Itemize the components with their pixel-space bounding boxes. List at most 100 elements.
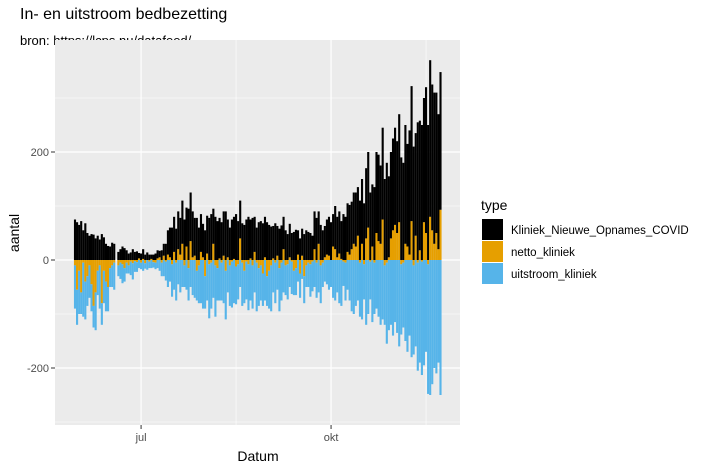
bar-kliniek-nieuwe-opnames — [210, 214, 213, 260]
bar-netto-kliniek — [408, 254, 411, 260]
bar-uitstroom-kliniek — [187, 268, 190, 301]
bar-uitstroom-kliniek — [204, 276, 207, 309]
bar-uitstroom-kliniek — [197, 265, 200, 304]
bar-netto-kliniek — [237, 260, 240, 265]
bar-netto-kliniek — [268, 260, 271, 271]
bar-uitstroom-kliniek — [261, 273, 264, 306]
bar-uitstroom-kliniek — [356, 260, 359, 301]
bar-netto-kliniek — [257, 260, 260, 269]
bar-netto-kliniek — [210, 260, 213, 263]
bar-kliniek-nieuwe-opnames — [230, 219, 233, 260]
bar-kliniek-nieuwe-opnames — [220, 222, 223, 260]
bar-kliniek-nieuwe-opnames — [96, 235, 99, 260]
bar-kliniek-nieuwe-opnames — [104, 243, 108, 260]
bar-uitstroom-kliniek — [226, 260, 229, 293]
bar-kliniek-nieuwe-opnames — [303, 234, 306, 260]
bar-kliniek-nieuwe-opnames — [146, 252, 149, 260]
bar-netto-kliniek — [429, 216, 432, 260]
bar-netto-kliniek — [398, 222, 401, 260]
bar-uitstroom-kliniek — [73, 265, 77, 309]
bar-netto-kliniek — [416, 260, 419, 263]
bar-netto-kliniek — [270, 260, 273, 266]
bar-uitstroom-kliniek — [412, 265, 415, 355]
bar-netto-kliniek — [307, 260, 310, 263]
bar-uitstroom-kliniek — [354, 260, 357, 306]
bar-uitstroom-kliniek — [193, 260, 196, 298]
bar-uitstroom-kliniek — [179, 260, 182, 293]
bar-kliniek-nieuwe-opnames — [437, 114, 440, 250]
bar-uitstroom-kliniek — [330, 260, 333, 287]
bar-uitstroom-kliniek — [216, 268, 219, 301]
bar-uitstroom-kliniek — [243, 270, 246, 304]
bar-netto-kliniek — [427, 260, 430, 265]
bar-uitstroom-kliniek — [325, 260, 328, 285]
bar-netto-kliniek — [315, 260, 318, 263]
bar-uitstroom-kliniek — [338, 260, 341, 304]
bar-netto-kliniek — [404, 243, 407, 260]
bar-uitstroom-kliniek — [389, 260, 393, 325]
bar-netto-kliniek — [123, 260, 126, 269]
bar-netto-kliniek — [272, 258, 275, 260]
bar-uitstroom-kliniek — [239, 260, 242, 287]
bar-uitstroom-kliniek — [191, 260, 194, 296]
bar-kliniek-nieuwe-opnames — [131, 249, 134, 260]
bar-kliniek-nieuwe-opnames — [253, 216, 256, 252]
bar-kliniek-nieuwe-opnames — [385, 162, 388, 260]
bar-netto-kliniek — [166, 254, 169, 260]
bar-uitstroom-kliniek — [121, 264, 124, 284]
bar-uitstroom-kliniek — [394, 260, 397, 323]
bar-uitstroom-kliniek — [278, 268, 281, 312]
bar-kliniek-nieuwe-opnames — [185, 207, 188, 247]
bar-kliniek-nieuwe-opnames — [379, 165, 382, 244]
bar-kliniek-nieuwe-opnames — [338, 211, 341, 254]
bar-netto-kliniek — [350, 249, 353, 260]
bar-netto-kliniek — [195, 260, 198, 271]
bar-netto-kliniek — [431, 230, 434, 260]
bar-kliniek-nieuwe-opnames — [317, 211, 320, 244]
bar-uitstroom-kliniek — [247, 264, 250, 311]
bar-netto-kliniek — [76, 260, 79, 290]
bar-netto-kliniek — [284, 260, 287, 266]
bar-uitstroom-kliniek — [379, 260, 382, 325]
bar-kliniek-nieuwe-opnames — [106, 245, 110, 260]
bar-kliniek-nieuwe-opnames — [237, 221, 240, 260]
bar-netto-kliniek — [235, 260, 238, 267]
bar-netto-kliniek — [321, 260, 324, 263]
bar-netto-kliniek — [379, 243, 382, 260]
bar-uitstroom-kliniek — [402, 262, 405, 328]
bar-netto-kliniek — [98, 260, 101, 266]
bar-netto-kliniek — [303, 260, 306, 277]
bar-uitstroom-kliniek — [398, 260, 401, 347]
bar-uitstroom-kliniek — [369, 261, 372, 300]
bar-uitstroom-kliniek — [377, 260, 380, 317]
chart-title: In- en uitstroom bedbezetting — [20, 6, 228, 23]
bar-uitstroom-kliniek — [156, 260, 159, 269]
bar-uitstroom-kliniek — [435, 260, 438, 374]
bar-kliniek-nieuwe-opnames — [406, 143, 409, 247]
bar-kliniek-nieuwe-opnames — [274, 223, 277, 260]
bar-kliniek-nieuwe-opnames — [358, 200, 362, 260]
bar-uitstroom-kliniek — [340, 260, 343, 306]
bar-uitstroom-kliniek — [104, 281, 108, 312]
bar-kliniek-nieuwe-opnames — [309, 233, 312, 260]
bar-netto-kliniek — [282, 249, 285, 260]
bar-netto-kliniek — [286, 260, 289, 265]
bar-kliniek-nieuwe-opnames — [402, 162, 405, 260]
bar-netto-kliniek — [369, 260, 372, 262]
bar-uitstroom-kliniek — [201, 260, 205, 309]
bar-uitstroom-kliniek — [360, 260, 364, 320]
bar-netto-kliniek — [80, 260, 83, 293]
bar-kliniek-nieuwe-opnames — [177, 211, 180, 250]
bar-kliniek-nieuwe-opnames — [119, 249, 122, 260]
bar-kliniek-nieuwe-opnames — [247, 216, 250, 260]
bar-kliniek-nieuwe-opnames — [369, 192, 372, 260]
bar-uitstroom-kliniek — [427, 264, 430, 394]
bar-netto-kliniek — [340, 258, 343, 260]
bar-netto-kliniek — [313, 249, 316, 260]
bar-netto-kliniek — [199, 251, 203, 260]
bar-kliniek-nieuwe-opnames — [336, 216, 339, 258]
bar-kliniek-nieuwe-opnames — [113, 243, 116, 260]
bar-kliniek-nieuwe-opnames — [183, 219, 186, 260]
bar-uitstroom-kliniek — [117, 265, 120, 277]
bar-netto-kliniek — [276, 255, 279, 260]
